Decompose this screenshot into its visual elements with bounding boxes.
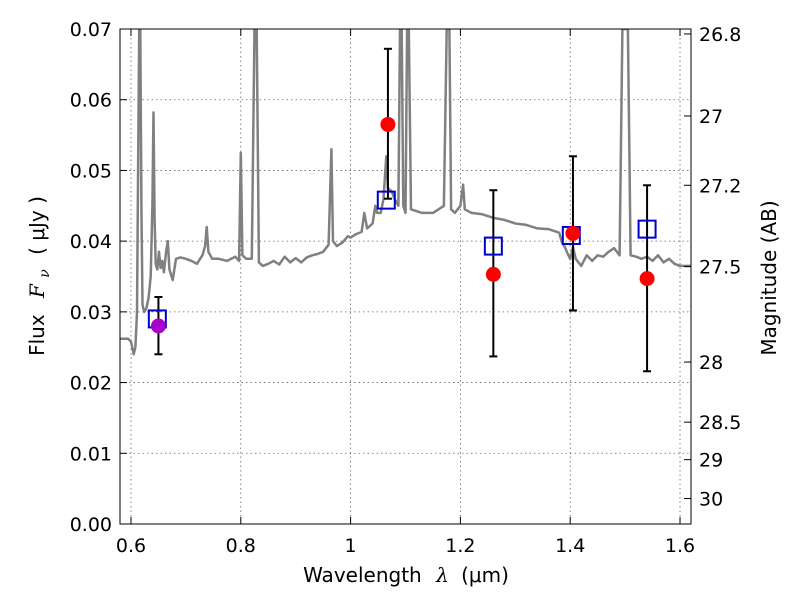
- observed-flux-point: [485, 266, 501, 282]
- y-axis-symbol: F: [25, 283, 49, 299]
- y-tick-label: 0.02: [70, 373, 112, 395]
- observed-flux-point: [639, 271, 655, 287]
- y-tick-label: 0.03: [70, 302, 112, 324]
- right-tick-label: 27.5: [699, 257, 741, 279]
- y-tick-label: 0.06: [70, 90, 112, 112]
- plot-frame: [119, 28, 692, 525]
- right-tick-label: 29: [699, 450, 723, 472]
- data-layer: [120, 29, 691, 356]
- y-axis-label: Flux: [25, 314, 49, 356]
- right-tick-label: 28.5: [699, 412, 741, 434]
- y-tick-label: 0.07: [70, 19, 112, 41]
- model-flux-square: [637, 219, 657, 239]
- right-axis-title: Magnitude (AB): [757, 200, 781, 355]
- markers: [147, 116, 657, 334]
- x-tick-label: 1: [345, 535, 357, 557]
- x-tick-label: 0.8: [226, 535, 256, 557]
- x-tick-label: 0.6: [116, 535, 146, 557]
- observed-flux-point: [565, 225, 581, 241]
- y-tick-label: 0.00: [70, 514, 112, 536]
- spectrum-line: [120, 29, 691, 356]
- y-tick-label: 0.05: [70, 160, 112, 182]
- right-tick-label: 26.8: [699, 24, 741, 46]
- x-axis-symbol: λ: [435, 563, 449, 587]
- x-tick-label: 1.2: [445, 535, 475, 557]
- y-tick-label: 0.01: [70, 443, 112, 465]
- model-flux-square: [483, 236, 503, 256]
- y-axis-symbol-sub: ν: [37, 269, 53, 278]
- right-tick-label: 27.2: [699, 175, 741, 197]
- y-axis-title: Flux F ν ( μJy ): [25, 196, 54, 356]
- x-axis-label: Wavelength: [303, 563, 422, 587]
- x-axis-title: Wavelength λ (μm): [303, 563, 509, 587]
- x-tick-label: 1.6: [665, 535, 695, 557]
- model-flux-square: [376, 190, 396, 210]
- right-tick-label: 27: [699, 106, 723, 128]
- observed-flux-point: [150, 318, 166, 334]
- x-axis-unit: (μm): [461, 563, 509, 587]
- y-axis-unit: ( μJy ): [25, 196, 49, 255]
- grid: [120, 28, 691, 525]
- ticks: 0.6 0.8 1 1.2 1.4 1.6 0.00 0.01 0.02 0.03 0.04 0.05…: [70, 19, 742, 557]
- right-tick-label: 28: [699, 352, 723, 374]
- observed-flux-point: [380, 116, 396, 132]
- y-tick-label: 0.04: [70, 231, 112, 253]
- right-tick-label: 30: [699, 489, 723, 511]
- x-tick-label: 1.4: [555, 535, 585, 557]
